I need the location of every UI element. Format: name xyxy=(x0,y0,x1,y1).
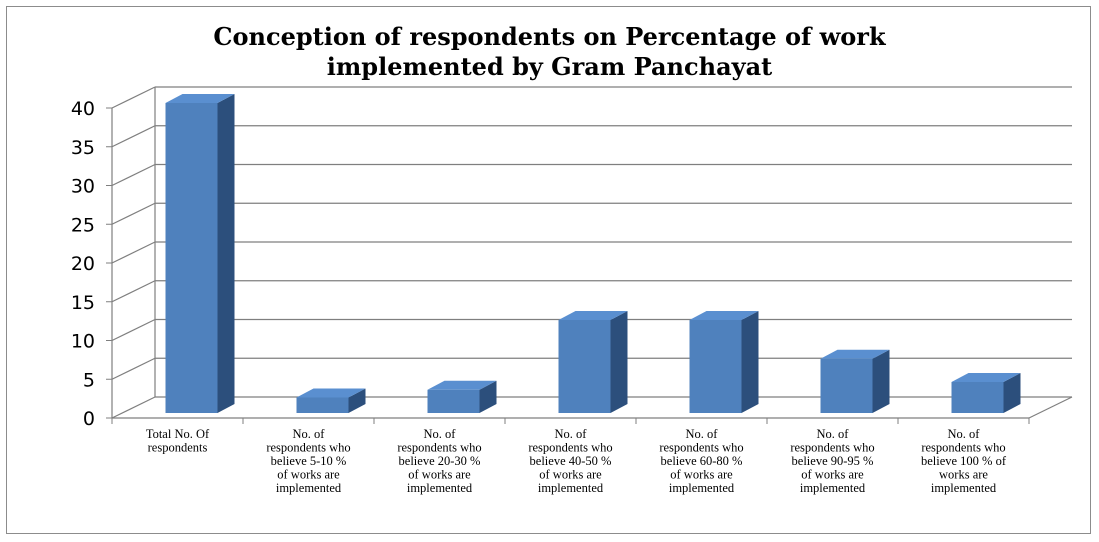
bar xyxy=(689,320,742,413)
bar-top xyxy=(689,311,759,320)
bar-top xyxy=(296,388,366,398)
y-tick-label: 0 xyxy=(83,408,95,430)
y-tick-label: 35 xyxy=(71,137,95,159)
chart-title-line-1: Conception of respondents on Percentage … xyxy=(213,22,886,51)
side-gridline xyxy=(111,357,156,380)
x-tick-label: No. of respondents who believe 40-50 % of w… xyxy=(528,427,612,495)
side-gridline xyxy=(111,280,156,303)
x-tick-label: No. of respondents who believe 20-30 % of w… xyxy=(397,427,481,495)
y-tick-label: 25 xyxy=(71,214,95,236)
y-tick-label: 5 xyxy=(83,369,95,391)
side-gridline xyxy=(111,241,156,264)
y-tick-label: 30 xyxy=(71,176,95,198)
y-tick-label: 20 xyxy=(71,253,95,275)
bar xyxy=(558,320,611,413)
chart-title-line-2: implemented by Gram Panchayat xyxy=(326,52,773,81)
x-tick-label: Total No. Of respondents xyxy=(146,427,210,455)
bar-side xyxy=(479,380,497,413)
bar-top xyxy=(558,311,628,320)
x-tick-label: No. of respondents who believe 5-10 % of wo… xyxy=(266,427,350,495)
bar xyxy=(165,103,218,413)
bar-top xyxy=(951,373,1021,382)
bar xyxy=(427,389,480,413)
bar xyxy=(296,397,349,413)
x-tick-label: No. of respondents who believe 60-80 % of w… xyxy=(659,427,743,495)
side-gridline xyxy=(111,318,156,342)
y-tick-label: 40 xyxy=(71,98,95,120)
bar-side xyxy=(610,311,628,413)
bar-side xyxy=(217,94,235,413)
side-gridline xyxy=(111,163,156,187)
side-gridline xyxy=(111,396,156,419)
x-tick-label: No. of respondents who believe 100 % of wor… xyxy=(921,427,1007,495)
side-gridline xyxy=(111,125,156,148)
side-gridline xyxy=(111,202,156,225)
bar-top xyxy=(820,349,890,359)
chart-title: Conception of respondents on Percentage … xyxy=(0,22,1099,82)
bar-side xyxy=(1003,373,1021,413)
x-tick-label: No. of respondents who believe 90-95 % of w… xyxy=(790,427,874,495)
bar-top xyxy=(165,94,235,103)
bar-side xyxy=(872,349,890,413)
floor-edge xyxy=(1028,396,1073,419)
bar-side xyxy=(741,311,759,413)
y-tick-label: 10 xyxy=(71,331,95,353)
bar xyxy=(951,382,1004,413)
side-gridline xyxy=(111,86,156,109)
bar-side xyxy=(348,388,366,413)
bar xyxy=(820,358,873,413)
y-tick-label: 15 xyxy=(71,292,95,314)
bar-top xyxy=(427,380,497,390)
